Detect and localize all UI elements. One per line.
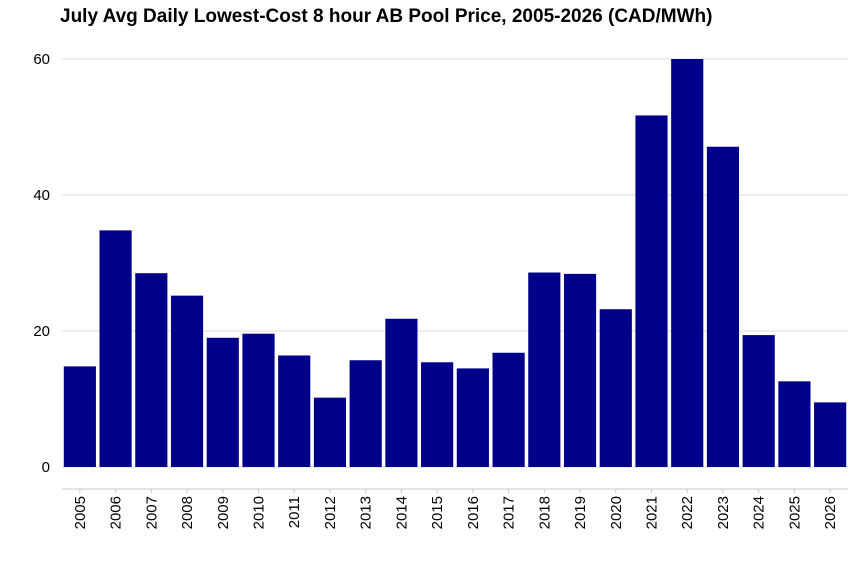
bar-2012 xyxy=(313,397,347,467)
bar-2020 xyxy=(599,309,632,467)
bar-2011 xyxy=(278,355,311,467)
x-tick-label: 2025 xyxy=(786,496,803,529)
x-tick-label: 2017 xyxy=(501,496,518,529)
y-tick-label: 40 xyxy=(33,187,50,204)
bar-2023 xyxy=(706,146,740,467)
bar-2010 xyxy=(242,333,275,467)
bar-2014 xyxy=(385,318,418,467)
bar-2017 xyxy=(492,352,525,467)
x-tick-label: 2023 xyxy=(715,496,732,529)
x-axis: 2005 2006 2007 2008 2009 2010 2011 2012 2013 2014… xyxy=(62,488,848,529)
x-tick-label: 2022 xyxy=(679,496,696,529)
x-tick-label: 2015 xyxy=(429,496,446,529)
bar-2016 xyxy=(456,368,489,467)
bar-2025 xyxy=(778,381,811,467)
x-tick-label: 2010 xyxy=(251,496,268,529)
bar-2019 xyxy=(563,273,597,467)
x-tick-label: 2005 xyxy=(72,496,89,529)
x-tick-label: 2013 xyxy=(358,496,375,529)
x-tick-label: 2011 xyxy=(286,496,303,528)
chart-title: July Avg Daily Lowest-Cost 8 hour AB Poo… xyxy=(60,6,713,27)
x-tick-label: 2019 xyxy=(572,496,589,529)
bar-2018 xyxy=(528,272,561,467)
bars xyxy=(63,59,847,467)
x-tick-label: 2012 xyxy=(322,496,339,529)
x-tick-label: 2008 xyxy=(179,496,196,529)
y-tick-label: 20 xyxy=(33,323,50,340)
x-tick-label: 2007 xyxy=(143,496,160,529)
bar-2006 xyxy=(99,230,132,467)
x-tick-label: 2020 xyxy=(608,496,625,529)
y-tick-label: 0 xyxy=(42,459,50,476)
bar-2022 xyxy=(671,59,704,467)
bar-2015 xyxy=(421,362,454,467)
x-tick-label: 2018 xyxy=(536,496,553,529)
bar-2007 xyxy=(135,273,168,467)
bar-2005 xyxy=(63,366,96,467)
x-tick-label: 2009 xyxy=(215,496,232,529)
x-tick-label: 2021 xyxy=(644,496,661,529)
bar-2008 xyxy=(170,295,204,467)
x-tick-label: 2014 xyxy=(393,496,410,529)
x-tick-label: 2016 xyxy=(465,496,482,529)
bar-2024 xyxy=(742,335,775,467)
bar-2009 xyxy=(206,337,239,467)
y-axis: 0 20 40 60 xyxy=(33,51,50,476)
x-tick-label: 2006 xyxy=(108,496,125,529)
x-tick-label: 2024 xyxy=(751,496,768,529)
bar-2026 xyxy=(814,402,847,467)
x-tick-label: 2026 xyxy=(822,496,839,529)
bar-2013 xyxy=(349,360,382,467)
y-tick-label: 60 xyxy=(33,51,50,68)
bar-2021 xyxy=(635,115,668,467)
